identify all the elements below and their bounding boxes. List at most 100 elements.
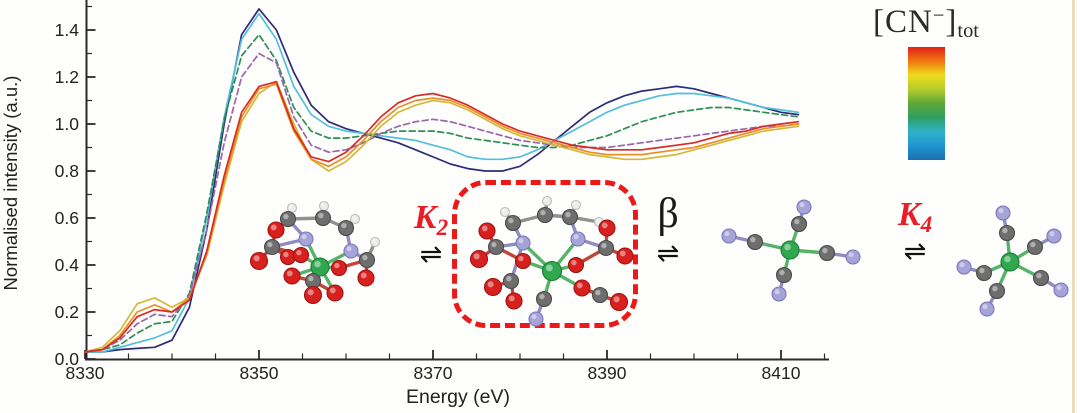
n-atom	[343, 243, 359, 259]
o-atom	[469, 249, 489, 269]
k4-subscript: 4	[920, 211, 933, 238]
k2-symbol: K	[413, 199, 437, 236]
c-atom	[536, 206, 554, 224]
n-atom	[528, 311, 544, 327]
k2-label: K2	[396, 201, 466, 240]
x-tick-label: 8390	[588, 363, 627, 383]
o-atom	[326, 284, 344, 302]
y-axis-label: Normalised intensity (a.u.)	[0, 76, 21, 291]
x-tick-label: 8330	[66, 363, 105, 383]
o-atom	[514, 252, 532, 270]
y-tick-label: 0.2	[55, 302, 79, 322]
beta-symbol: β	[657, 191, 679, 237]
o-atom	[303, 285, 323, 305]
h-atom	[369, 236, 381, 248]
c-atom	[337, 219, 355, 237]
o-atom	[330, 259, 348, 277]
y-tick-label: 0.8	[55, 161, 79, 181]
chart-axes: 8330 8350 8370 8390 8410 0.0 0.2 0.4 0.6 0.8 1.0 1.…	[0, 0, 829, 408]
c-atom	[988, 282, 1006, 300]
c-atom	[775, 266, 793, 284]
ni-atom	[310, 257, 330, 277]
n-atom	[956, 259, 972, 275]
ni-atom	[1000, 252, 1020, 272]
o-atom	[573, 279, 591, 297]
c-atom	[502, 272, 520, 290]
c-atom	[279, 210, 297, 228]
c-atom	[746, 233, 764, 251]
c-atom	[818, 244, 836, 262]
h-atom	[570, 199, 582, 211]
c-atom	[263, 238, 281, 256]
k4-symbol: K	[897, 196, 921, 233]
curve-cyan	[84, 12, 800, 353]
o-atom	[267, 221, 285, 239]
molecule-atoms	[469, 195, 634, 327]
y-tick-label: 1.4	[55, 20, 80, 40]
y-tick-label: 0.4	[55, 255, 80, 275]
n-atom	[1053, 282, 1069, 298]
c-atom	[975, 264, 993, 282]
n-atom	[771, 286, 787, 302]
o-atom	[283, 267, 301, 285]
n-atom	[721, 228, 737, 244]
n-atom	[995, 205, 1011, 221]
ni-atom	[780, 240, 800, 260]
chart-curves	[84, 8, 800, 353]
curve-green	[84, 33, 800, 353]
n-atom	[1046, 228, 1062, 244]
o-atom	[616, 247, 634, 265]
ni-atom	[541, 260, 563, 282]
beta-label: β	[633, 193, 703, 242]
ni-edta-molecule	[249, 200, 381, 305]
x-tick-label: 8350	[240, 363, 279, 383]
ni-edta-cn-molecule	[469, 195, 634, 327]
colorbar-title-prefix: [CN	[873, 4, 933, 40]
c-atom	[561, 208, 579, 226]
equilibrium-arrow-icon: ⇌	[903, 236, 927, 268]
o-atom	[505, 292, 523, 310]
o-atom	[483, 277, 503, 297]
o-atom	[357, 269, 375, 287]
page-edge-strip	[1072, 0, 1075, 413]
highlight-box	[452, 180, 638, 328]
h-atom	[318, 200, 330, 212]
curve-purple	[84, 52, 800, 353]
o-atom	[567, 256, 585, 274]
n-atom	[515, 235, 531, 251]
molecule-atoms	[956, 205, 1069, 317]
x-axis-label: Energy (eV)	[406, 386, 510, 408]
k2-subscript: 2	[436, 214, 449, 241]
c-atom	[504, 214, 522, 232]
o-atom	[598, 219, 616, 237]
c-atom	[1026, 238, 1044, 256]
molecule-atoms	[721, 199, 861, 302]
n-atom	[845, 249, 861, 265]
equilibrium-k2: K2 ⇌	[396, 201, 466, 271]
n-atom	[298, 231, 314, 247]
molecule-atoms	[249, 200, 381, 305]
o-atom	[249, 251, 269, 271]
curve-red	[84, 80, 800, 353]
ni-cn4-molecule	[721, 199, 861, 302]
equilibrium-beta: β ⇌	[633, 193, 703, 267]
equilibrium-arrow-icon: ⇌	[419, 239, 443, 271]
h-atom	[541, 195, 553, 207]
h-atom	[499, 206, 511, 218]
c-atom	[314, 209, 332, 227]
o-atom	[292, 246, 310, 264]
c-atom	[487, 238, 505, 256]
h-atom	[349, 213, 361, 225]
colorbar-title-bracket: ]	[945, 4, 958, 40]
n-atom	[796, 199, 812, 215]
x-tick-label: 8370	[414, 363, 453, 383]
c-atom	[591, 286, 609, 304]
n-atom	[979, 301, 995, 317]
x-tick-label: 8410	[762, 363, 801, 383]
cn-concentration-colorbar	[908, 47, 945, 160]
c-atom	[597, 239, 615, 257]
k4-label: K4	[880, 198, 950, 237]
equilibrium-arrow-icon: ⇌	[656, 238, 680, 270]
